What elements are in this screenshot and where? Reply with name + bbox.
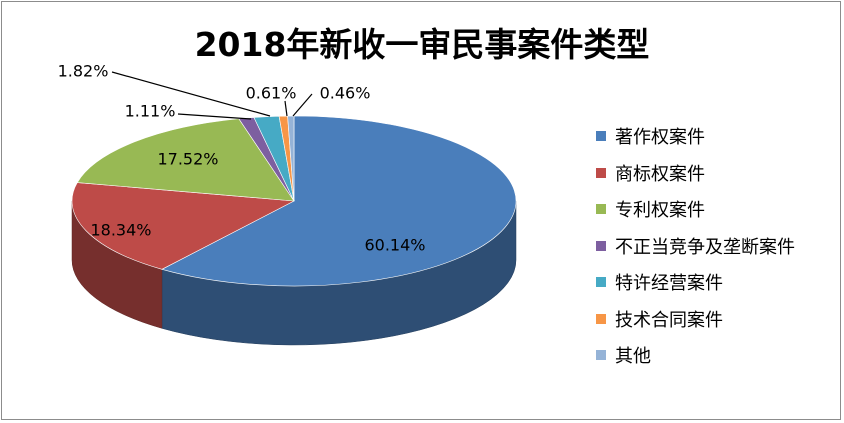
legend-item-6: 其他 [596, 337, 795, 374]
legend-item-1: 商标权案件 [596, 155, 795, 192]
data-label-0: 60.14% [364, 236, 425, 255]
legend-label-6: 其他 [615, 346, 651, 368]
pie-slice-2 [76, 118, 295, 202]
legend-swatch-6 [596, 350, 606, 361]
leader-line-5 [284, 100, 288, 117]
data-label-3: 1.11% [125, 102, 176, 121]
pie-slice-1 [71, 182, 296, 270]
legend-item-4: 特许经营案件 [596, 264, 795, 301]
legend-label-0: 著作权案件 [615, 127, 705, 149]
pie-slice-0 [161, 115, 517, 287]
legend-item-0: 著作权案件 [596, 118, 795, 155]
leader-line-3 [177, 113, 252, 120]
chart-title: 2018年新收一审民事案件类型 [194, 25, 650, 64]
legend-label-3: 不正当竞争及垄断案件 [615, 236, 795, 258]
legend-item-2: 专利权案件 [596, 191, 795, 228]
legend-swatch-0 [596, 131, 606, 142]
data-label-6: 0.46% [320, 84, 371, 103]
data-label-1: 18.34% [90, 221, 151, 240]
legend-swatch-4 [596, 277, 606, 288]
legend-swatch-2 [596, 204, 606, 215]
legend-label-2: 专利权案件 [615, 200, 705, 222]
data-label-5: 0.61% [246, 84, 297, 103]
legend-label-1: 商标权案件 [615, 163, 705, 185]
legend-swatch-1 [596, 167, 606, 178]
legend-swatch-3 [596, 240, 606, 251]
data-label-2: 17.52% [157, 150, 218, 169]
chart-legend: 著作权案件商标权案件专利权案件不正当竞争及垄断案件 特许经营案件 技术合同案件 其他 [596, 118, 795, 374]
leader-line-4 [111, 71, 271, 117]
legend-label-4: 特许经营案件 [615, 273, 723, 295]
legend-item-5: 技术合同案件 [596, 301, 795, 338]
pie-slice-6 [287, 115, 295, 202]
leader-line-6 [292, 93, 313, 117]
data-label-4: 1.82% [58, 62, 109, 81]
legend-label-5: 技术合同案件 [615, 309, 723, 331]
legend-swatch-5 [596, 313, 606, 324]
legend-item-3: 不正当竞争及垄断案件 [596, 228, 795, 265]
